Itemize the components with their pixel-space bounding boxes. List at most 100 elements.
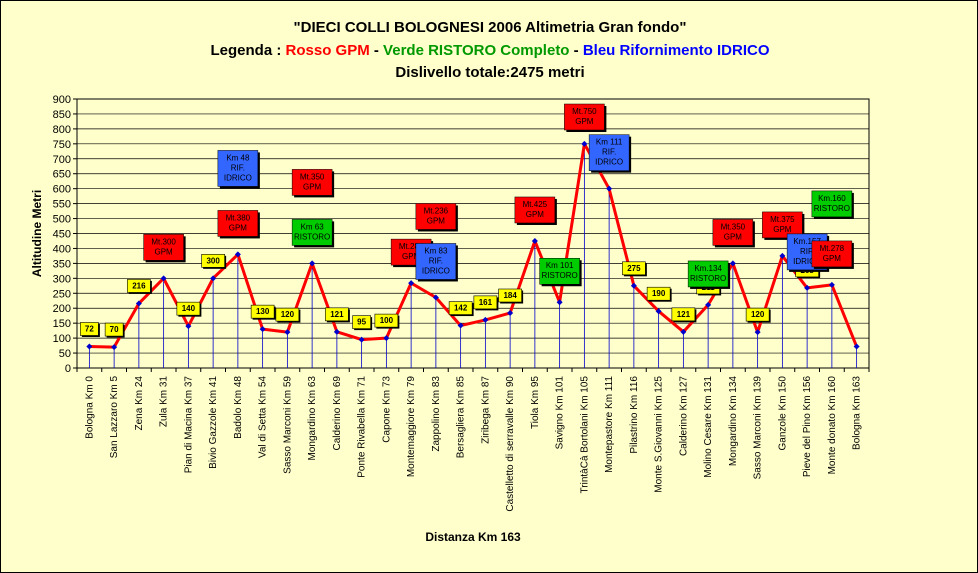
y-tick-label: 900 xyxy=(53,94,71,106)
data-label: 100 xyxy=(380,316,394,325)
data-point xyxy=(160,275,167,282)
annotation-label: RIF. xyxy=(231,163,245,172)
data-label: 142 xyxy=(454,304,468,313)
x-tick-label: Badolo Km 48 xyxy=(233,376,244,439)
x-tick-label: Ponte Rivabella Km 71 xyxy=(357,376,368,478)
annotation-box-red xyxy=(291,169,333,196)
legend-separator: - xyxy=(369,42,384,59)
y-tick-label: 450 xyxy=(53,229,71,241)
data-point xyxy=(432,294,439,301)
value-label-box xyxy=(374,313,399,328)
annotation-label: RISTORO xyxy=(814,204,850,213)
annotation-box-red xyxy=(762,211,803,239)
annotation-label: Mt.375 xyxy=(770,215,795,224)
data-label: 190 xyxy=(652,289,666,298)
data-label: 216 xyxy=(132,281,146,290)
data-point xyxy=(408,280,415,287)
legend-prefix: Legenda : xyxy=(210,42,286,59)
y-tick-label: 50 xyxy=(59,348,71,360)
annotation-label: IDRICO xyxy=(595,158,623,167)
annotation-label: Mt.750 xyxy=(572,107,597,116)
data-point xyxy=(655,308,662,315)
annotation-box-red xyxy=(415,203,457,230)
annotation-box-green xyxy=(291,219,333,246)
annotation-box-green xyxy=(539,257,580,285)
x-tick-label: Zappolino Km 83 xyxy=(431,376,442,452)
data-point xyxy=(383,335,390,342)
y-tick-label: 400 xyxy=(53,243,71,255)
x-tick-label: TrintàCà Bortolani Km 105 xyxy=(579,376,590,494)
data-point xyxy=(556,299,563,306)
x-tick-label: Sasso Marconi Km 59 xyxy=(282,376,293,474)
value-label-box xyxy=(448,301,473,315)
annotation-label: Mt.425 xyxy=(523,200,548,209)
annotation-label: GPM xyxy=(402,252,421,261)
annotation-box-blue xyxy=(217,150,259,187)
annotation-label: GPM xyxy=(303,182,322,191)
value-label-box xyxy=(671,307,696,322)
data-point xyxy=(135,300,142,307)
y-tick-label: 0 xyxy=(65,363,71,375)
annotation-label: Mt.278 xyxy=(820,244,845,253)
legend-green: Verde RISTORO Completo xyxy=(383,42,570,59)
data-point xyxy=(531,237,538,244)
data-point xyxy=(754,329,761,336)
annotation-label: Km 63 xyxy=(301,222,325,231)
annotation-label: RIF. xyxy=(429,256,443,265)
x-tick-label: Montepastore Km 111 xyxy=(604,376,615,473)
data-point xyxy=(111,344,118,351)
data-point xyxy=(259,326,266,333)
y-tick-label: 600 xyxy=(53,184,71,196)
data-label: 120 xyxy=(751,310,765,319)
annotation-label: Mt.350 xyxy=(300,172,325,181)
x-tick-label: Ziribega Km 87 xyxy=(480,376,491,444)
value-label-box xyxy=(201,254,225,268)
data-point xyxy=(828,281,835,288)
x-tick-label: Mongardino Km 63 xyxy=(307,376,318,461)
annotation-label: Km.160 xyxy=(818,194,846,203)
y-tick-label: 200 xyxy=(53,303,71,315)
annotation-label: GPM xyxy=(427,216,446,225)
value-label-box xyxy=(104,322,124,337)
value-label-box xyxy=(622,261,646,276)
data-point xyxy=(210,275,217,282)
data-point xyxy=(680,328,687,335)
annotation-box-red xyxy=(217,210,259,237)
x-tick-label: Calderino Km 127 xyxy=(678,376,689,456)
annotation-label: Mt.284 xyxy=(399,242,424,251)
value-label-box xyxy=(646,286,671,301)
y-tick-label: 150 xyxy=(53,318,71,330)
data-point xyxy=(630,282,637,289)
y-tick-label: 700 xyxy=(53,154,71,166)
value-label-box xyxy=(745,307,770,322)
annotation-box-red xyxy=(514,196,556,224)
x-tick-label: Capone Km 73 xyxy=(381,376,392,443)
x-axis-title: Distanza Km 163 xyxy=(425,530,521,544)
x-tick-label: Molino Cesare Km 131 xyxy=(703,376,714,478)
annotation-box-green xyxy=(687,260,729,288)
data-point xyxy=(853,343,860,350)
chart-subtitle: Dislivello totale:2475 metri xyxy=(395,64,585,81)
annotation-label: Mt.300 xyxy=(151,237,176,246)
x-tick-label: Savigno Km 101 xyxy=(555,376,566,450)
data-point xyxy=(333,328,340,335)
value-label-box xyxy=(473,295,498,310)
value-label-box xyxy=(498,288,522,303)
annotation-box-red xyxy=(811,240,853,268)
y-tick-label: 300 xyxy=(53,273,71,285)
annotation-label: GPM xyxy=(773,225,792,234)
data-point xyxy=(507,310,514,317)
y-tick-label: 250 xyxy=(53,288,71,300)
x-tick-label: Montemaggiore Km 79 xyxy=(406,376,417,478)
annotation-label: IDRICO xyxy=(422,266,450,275)
x-tick-label: Ganzole Km 150 xyxy=(777,376,788,451)
data-label: 121 xyxy=(677,310,691,319)
data-label: 161 xyxy=(479,298,493,307)
annotation-label: GPM xyxy=(575,117,594,126)
chart-title: "DIECI COLLI BOLOGNESI 2006 Altimetria G… xyxy=(293,19,687,36)
x-tick-label: Monte donato Km 160 xyxy=(827,376,838,475)
data-point xyxy=(284,329,291,336)
data-label: 130 xyxy=(256,307,270,316)
annotation-label: Km.157 xyxy=(793,237,821,246)
